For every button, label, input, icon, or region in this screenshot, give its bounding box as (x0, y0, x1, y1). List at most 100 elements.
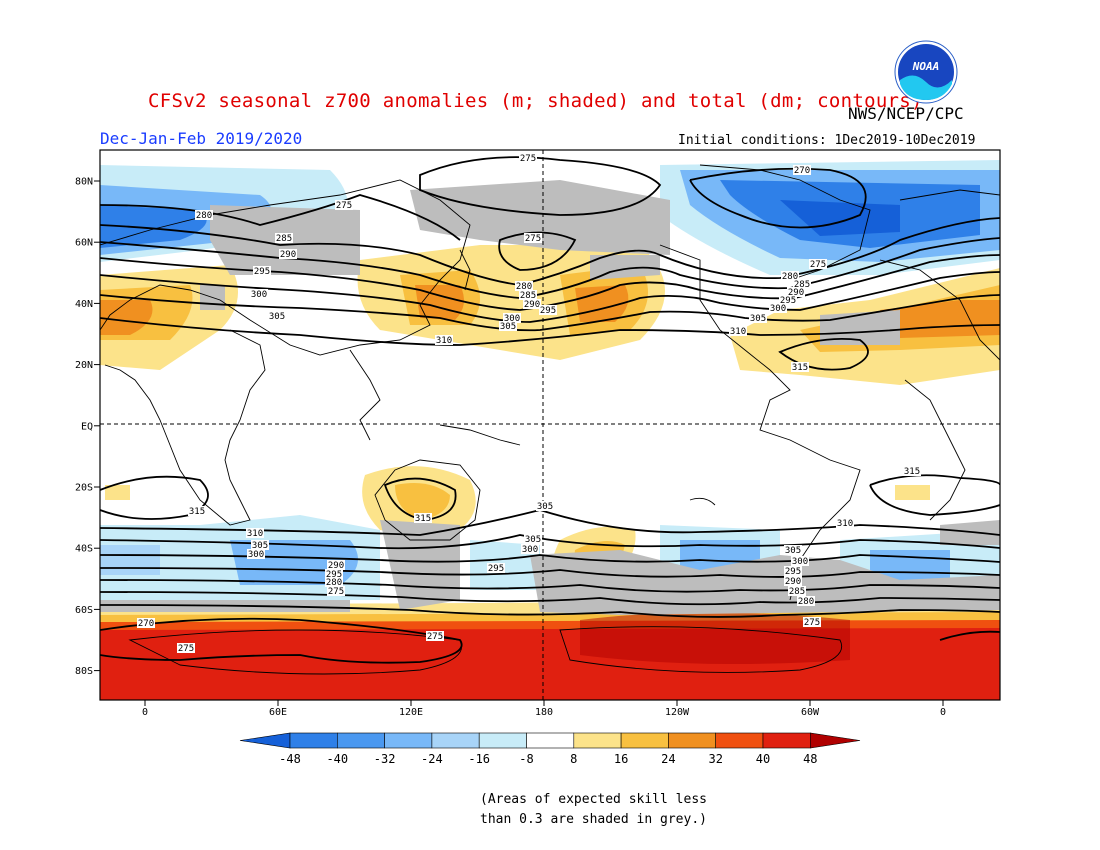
contour-label-bg (177, 643, 195, 653)
noaa-logo: NOAA (894, 40, 958, 104)
contour-label: 285 (789, 587, 805, 597)
contour-label: 315 (189, 507, 205, 517)
contour-label-bg (791, 556, 809, 566)
colorbar-box (715, 732, 764, 749)
initial-conditions-label: Initial conditions: 1Dec2019-10Dec2019 (678, 133, 976, 148)
contour-label: 290 (788, 288, 804, 298)
contour-label: 280 (326, 578, 342, 588)
contour-label-bg (779, 295, 797, 305)
contour-label: 270 (138, 619, 154, 629)
contour-label-bg (335, 200, 353, 210)
contour-label: 295 (780, 296, 796, 306)
colorbar-tick-labels: -48 -40 -32 -24 -16 -8 8 16 24 32 40 48 (279, 752, 817, 766)
contour-label-bg (797, 596, 815, 606)
contour-label: 280 (798, 597, 814, 607)
contour-label-bg (521, 544, 539, 554)
contour-label-bg (784, 566, 802, 576)
contour-label-bg (836, 518, 854, 528)
colorbar-tick-label: -32 (374, 752, 396, 766)
lat-tick-label: 60N (75, 238, 93, 249)
longitude-axis: 0 60E 120E 180 120W 60W 0 (142, 700, 946, 718)
colorbar-tick-label: -48 (279, 752, 301, 766)
contour-label-bg (787, 287, 805, 297)
contour-label-bg (268, 311, 286, 321)
lat-tick-label: 80S (75, 666, 93, 677)
colorbar-box (336, 732, 385, 749)
contour-label-bg (275, 233, 293, 243)
contour-label: 280 (782, 272, 798, 282)
contour-label: 305 (785, 546, 801, 556)
contour-label-bg (769, 303, 787, 313)
contour-label: 275 (520, 154, 536, 164)
contour-label-bg (195, 210, 213, 220)
contour-label-bg (523, 299, 541, 309)
lat-tick-label: EQ (81, 421, 93, 432)
contour-label: 285 (520, 291, 536, 301)
season-label: Dec-Jan-Feb 2019/2020 (100, 129, 303, 148)
colorbar-box (668, 732, 717, 749)
lon-tick-label: 120W (665, 707, 690, 718)
colorbar-box (289, 732, 338, 749)
contour-label-bg (519, 290, 537, 300)
lat-tick-label: 80N (75, 177, 93, 188)
colorbar-box (762, 732, 811, 749)
contour-label-bg (327, 560, 345, 570)
colorbar-box (384, 732, 433, 749)
contour-label-bg (791, 362, 809, 372)
contour-label: 300 (504, 314, 520, 324)
lat-tick-label: 20N (75, 360, 93, 371)
contour-label-bg (749, 313, 767, 323)
colorbar-arrow-left (239, 732, 291, 749)
colorbar-tick-label: 8 (570, 752, 577, 766)
contour-label: 295 (488, 564, 504, 574)
contour-label: 290 (785, 577, 801, 587)
contour-label: 305 (252, 541, 268, 551)
colorbar-box (620, 732, 669, 749)
contour-label-bg (247, 549, 265, 559)
contour-label-bg (279, 249, 297, 259)
contour-label: 300 (248, 550, 264, 560)
reference-lines (100, 150, 1000, 700)
lon-tick-label: 0 (142, 707, 148, 718)
contour-label: 300 (522, 545, 538, 555)
contour-label: 305 (269, 312, 285, 322)
colorbar-tick-label: -40 (326, 752, 348, 766)
lat-tick-label: 60S (75, 605, 93, 616)
contour-label-bg (784, 576, 802, 586)
contour-label: 275 (804, 618, 820, 628)
contour-label: 305 (750, 314, 766, 324)
colorbar-boxes (239, 732, 861, 749)
colorbar-tick-label: -16 (468, 752, 490, 766)
contour-label-bg (325, 577, 343, 587)
contour-label-bg (499, 321, 517, 331)
logo-text: NOAA (912, 60, 940, 73)
contour-label-bg (793, 279, 811, 289)
contour-label: 310 (730, 327, 746, 337)
contour-label-bg (503, 313, 521, 323)
contour-label-bg (325, 569, 343, 579)
contour-label-bg (903, 466, 921, 476)
contour-label-bg (246, 528, 264, 538)
contour-label-bg (793, 165, 811, 175)
contour-label: 280 (196, 211, 212, 221)
colorbar-tick-label: 24 (661, 752, 675, 766)
colorbar-tick-label: -24 (421, 752, 443, 766)
lat-tick-label: 20S (75, 483, 93, 494)
contour-label-bg (536, 501, 554, 511)
colorbar-tick-label: 16 (614, 752, 628, 766)
contour-label: 295 (254, 267, 270, 277)
skill-footnote-line-1: (Areas of expected skill less (480, 792, 707, 807)
contour-label-bg (515, 281, 533, 291)
map-shading (100, 150, 1000, 700)
contour-label: 275 (427, 632, 443, 642)
lat-tick-label: 40S (75, 544, 93, 555)
contour-label: 300 (792, 557, 808, 567)
contour-label-bg (188, 506, 206, 516)
colorbar-tick-label: 48 (803, 752, 817, 766)
contour-label: 275 (810, 260, 826, 270)
contour-label-bg (435, 335, 453, 345)
contour-label: 310 (837, 519, 853, 529)
contour-label-bg (251, 540, 269, 550)
contour-label: 275 (178, 644, 194, 654)
